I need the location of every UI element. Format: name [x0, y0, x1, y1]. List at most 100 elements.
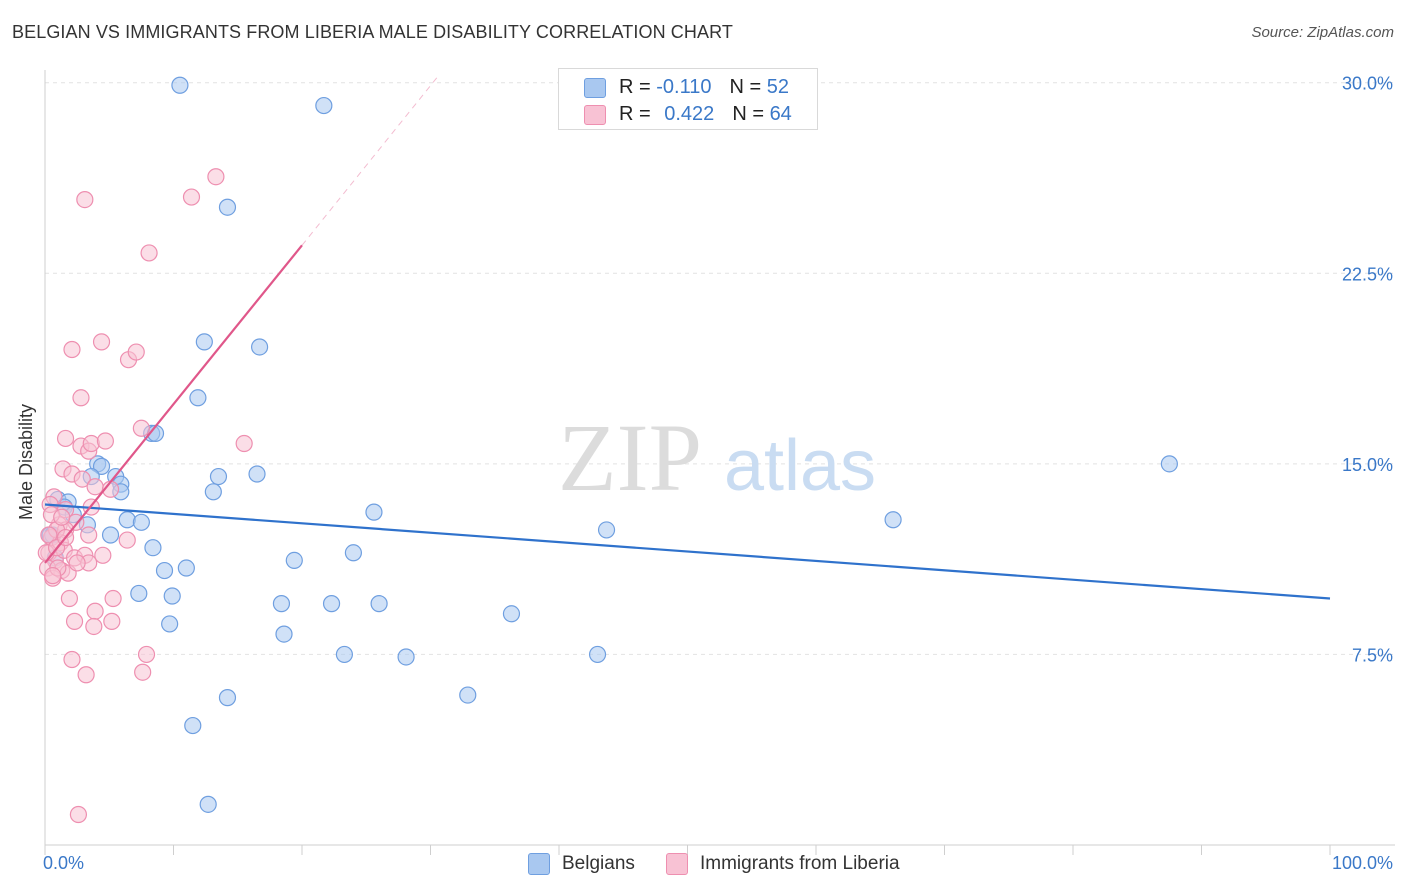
n-value: 52 [766, 75, 789, 98]
n-value: 64 [769, 102, 792, 125]
source-label: Source: ZipAtlas.com [1251, 24, 1394, 41]
y-tick-label: 15.0% [1342, 455, 1393, 475]
belgians-point [218, 689, 237, 707]
belgians-point [335, 645, 354, 664]
liberia-point [207, 168, 225, 186]
liberia-point [92, 333, 111, 351]
belgians-point [250, 338, 269, 356]
liberia-point [103, 612, 121, 630]
liberia-point [65, 612, 84, 630]
belgians-swatch [584, 78, 606, 98]
belgians-point [370, 595, 388, 613]
y-tick-label: 30.0% [1342, 74, 1393, 94]
belgians-point [177, 559, 195, 577]
belgians-point [130, 584, 148, 603]
legend-item-belgians[interactable]: Belgians [528, 850, 635, 878]
liberia-point [118, 531, 136, 549]
liberia-point [82, 434, 100, 453]
watermark: ZIP atlas [558, 404, 876, 511]
belgians-point [285, 551, 303, 570]
liberia-point [56, 429, 75, 448]
n-label: N = [732, 102, 770, 125]
belgians-point [322, 595, 341, 613]
belgians-point [315, 96, 333, 115]
liberia-legend-label: Immigrants from Liberia [700, 853, 900, 874]
liberia-point [104, 589, 122, 608]
axes [44, 70, 1395, 855]
belgians-point [118, 511, 136, 529]
chart-title: BELGIAN VS IMMIGRANTS FROM LIBERIA MALE … [12, 22, 733, 42]
liberia-swatch [584, 105, 606, 125]
liberia-point [72, 389, 90, 407]
belgians-point [144, 539, 162, 557]
watermark-zip: ZIP [558, 404, 702, 511]
liberia-trend-line [44, 244, 303, 564]
belgians-legend-swatch [528, 853, 550, 875]
liberia-point [80, 526, 98, 544]
belgians-point [92, 457, 111, 475]
liberia-trend-extension [301, 77, 438, 246]
liberia-point [60, 589, 79, 608]
liberia-point [63, 650, 81, 669]
x-tick-labels: 0.0% 100.0% [43, 853, 1393, 873]
liberia-point [134, 663, 152, 681]
legend-item-liberia[interactable]: Immigrants from Liberia [666, 850, 900, 878]
belgians-point [209, 467, 228, 486]
liberia-point [182, 188, 201, 206]
liberia-point [86, 478, 104, 496]
grid-lines [45, 82, 1395, 655]
y-tick-label: 22.5% [1342, 264, 1393, 284]
liberia-point [40, 526, 58, 544]
r-label: R = [619, 75, 657, 98]
belgians-point [195, 333, 213, 351]
liberia-point [77, 666, 95, 684]
belgians-point [161, 615, 179, 633]
belgians-point [459, 686, 477, 704]
belgians-point [132, 513, 150, 531]
x-tick-label-min: 0.0% [43, 853, 84, 873]
correlation-legend: R = -0.110 N = 52 R = 0.422 N = 64 [558, 68, 818, 130]
belgians-point [597, 521, 616, 539]
belgians-point [588, 645, 607, 664]
belgians-point [502, 605, 521, 623]
liberia-legend-swatch [666, 853, 688, 875]
belgians-point [344, 544, 362, 562]
belgians-point [184, 716, 202, 735]
r-value: -0.110 [656, 75, 712, 98]
belgians-point [272, 595, 291, 613]
belgians-point [189, 389, 207, 407]
liberia-point [137, 645, 156, 664]
liberia-point [68, 554, 86, 572]
y-axis-label: Male Disability [16, 403, 36, 520]
liberia-point [53, 508, 71, 526]
liberia-points [37, 168, 253, 824]
x-tick-label-max: 100.0% [1332, 853, 1393, 873]
legend-row-belgians: R = -0.110 N = 52 [584, 74, 789, 100]
belgians-point [1160, 455, 1178, 473]
belgians-point [204, 483, 222, 501]
liberia-point [73, 470, 91, 488]
liberia-point [69, 805, 88, 824]
y-tick-labels: 7.5% 15.0% 22.5% 30.0% [1342, 74, 1393, 666]
r-label: R = [619, 102, 657, 125]
belgians-legend-label: Belgians [562, 853, 635, 874]
liberia-point [140, 244, 158, 262]
n-label: N = [729, 75, 767, 98]
belgians-point [101, 526, 120, 544]
belgians-point [163, 587, 181, 605]
liberia-point [76, 190, 94, 209]
belgians-point [884, 511, 902, 529]
liberia-point [235, 434, 253, 453]
trend-lines [44, 77, 1331, 600]
belgians-point [199, 795, 217, 813]
belgians-point [275, 625, 293, 643]
belgians-point [171, 76, 189, 94]
belgians-point [397, 648, 415, 666]
y-tick-label: 7.5% [1352, 645, 1393, 665]
r-value: 0.422 [664, 102, 715, 125]
liberia-point [85, 617, 103, 636]
liberia-point [132, 419, 150, 437]
watermark-atlas: atlas [724, 426, 876, 506]
legend-row-liberia: R = 0.422 N = 64 [584, 101, 792, 127]
